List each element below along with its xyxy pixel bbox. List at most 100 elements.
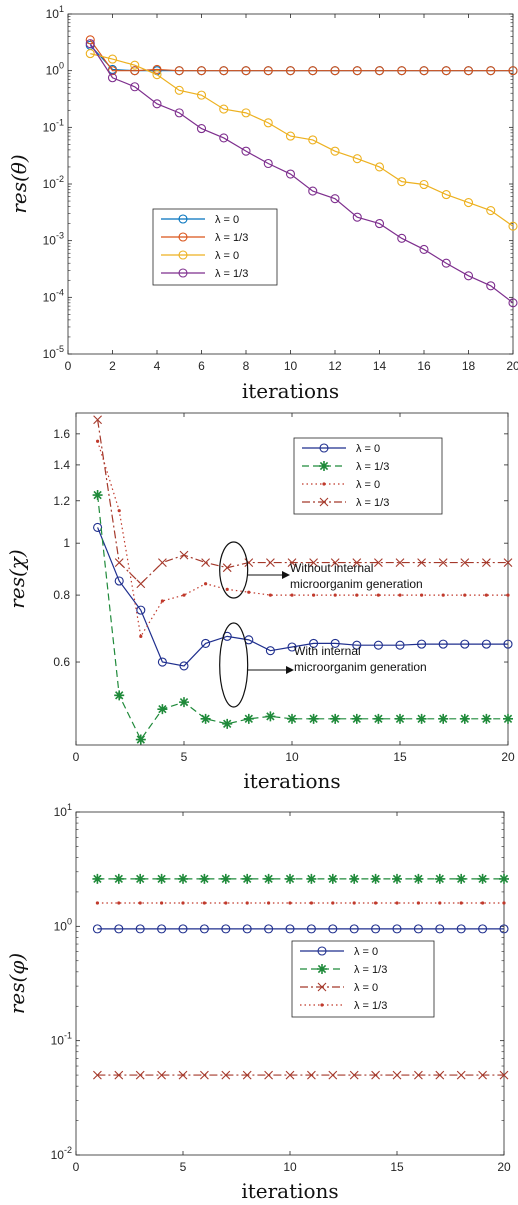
data-point (220, 873, 231, 884)
data-point (158, 558, 167, 567)
data-point (114, 558, 124, 567)
data-point (503, 558, 513, 567)
data-point (477, 873, 488, 884)
data-point (438, 558, 448, 567)
data-point (174, 85, 184, 95)
data-point (438, 639, 448, 649)
data-point (265, 711, 276, 722)
y-axis-label: res(χ) (5, 549, 29, 608)
legend-box (291, 940, 435, 1018)
data-point (459, 713, 470, 724)
legend-label: λ = 0 (354, 982, 378, 994)
annotations: Without internal microorganim generation W… (219, 541, 427, 708)
data-point (459, 901, 463, 905)
data-point (263, 158, 273, 169)
legend-marker (322, 482, 326, 486)
data-point (413, 924, 423, 934)
data-point (374, 162, 385, 172)
data-point (285, 1070, 295, 1080)
legend-marker (319, 443, 329, 453)
series-2 (92, 873, 509, 884)
legend-marker (319, 461, 329, 471)
data-point (309, 558, 318, 567)
data-point (419, 179, 429, 190)
y-tick-label: 10-1 (51, 1031, 72, 1048)
data-point (264, 1070, 273, 1080)
data-point (107, 73, 118, 83)
data-point (135, 734, 146, 745)
y-axis-label: res(φ) (5, 953, 29, 1014)
data-point (503, 713, 513, 724)
data-point (463, 66, 474, 76)
data-point (307, 1070, 316, 1080)
data-point (374, 901, 378, 905)
data-point (114, 924, 124, 934)
data-point (397, 177, 407, 187)
data-point (200, 713, 211, 724)
data-point (130, 66, 140, 76)
annotation-text: Without internal microorganim generation (290, 561, 423, 591)
data-point (413, 873, 424, 884)
data-point (416, 713, 427, 724)
data-point (130, 82, 140, 92)
data-point (420, 593, 424, 597)
data-point (328, 1070, 338, 1080)
data-point (419, 244, 429, 254)
y-tick-label: 0.8 (53, 588, 70, 602)
series-1 (92, 924, 509, 934)
data-point (481, 713, 492, 724)
data-point (395, 640, 405, 650)
data-point (456, 1070, 466, 1080)
data-point (136, 579, 146, 589)
x-axis-label: iterations (242, 379, 339, 403)
data-point (92, 873, 103, 884)
data-point (181, 901, 185, 905)
data-point (330, 194, 340, 204)
data-point (264, 924, 274, 934)
data-point (502, 901, 506, 905)
data-point (373, 640, 383, 650)
data-point (352, 66, 362, 76)
arrow-head (282, 571, 290, 579)
data-point (330, 146, 340, 156)
data-point (456, 924, 466, 934)
data-point (174, 66, 184, 76)
data-point (117, 901, 121, 905)
data-point (441, 258, 451, 268)
data-point (499, 1070, 509, 1080)
data-point (355, 593, 359, 597)
data-point (481, 639, 491, 649)
y-tick-label: 10-1 (43, 117, 64, 134)
data-point (93, 415, 102, 425)
data-point (157, 657, 167, 667)
x-tick-label: 10 (284, 359, 298, 373)
data-point (287, 713, 297, 724)
legend-label: λ = 1/3 (215, 268, 248, 280)
legend-box (152, 208, 278, 286)
data-point (285, 924, 295, 934)
y-tick-label: 100 (46, 61, 64, 78)
data-point (398, 593, 402, 597)
legend-marker (178, 232, 188, 242)
data-point (267, 901, 271, 905)
data-point (199, 924, 209, 934)
data-point (327, 873, 338, 884)
data-point (328, 924, 338, 934)
data-point (486, 205, 496, 216)
data-point (287, 642, 297, 652)
data-point (434, 873, 445, 884)
data-point (352, 640, 362, 650)
data-point (374, 219, 385, 229)
data-point (179, 661, 189, 671)
data-point (312, 593, 316, 597)
data-point (241, 108, 251, 118)
data-point (438, 901, 442, 905)
y-tick-label: 100 (54, 916, 72, 933)
data-point (152, 99, 162, 109)
data-point (508, 66, 518, 76)
legend: λ = 0 λ = 1/3 λ = 0 λ = 1/3 (291, 940, 435, 1018)
data-point (308, 135, 318, 145)
data-point (242, 1070, 252, 1080)
data-point (486, 66, 496, 76)
